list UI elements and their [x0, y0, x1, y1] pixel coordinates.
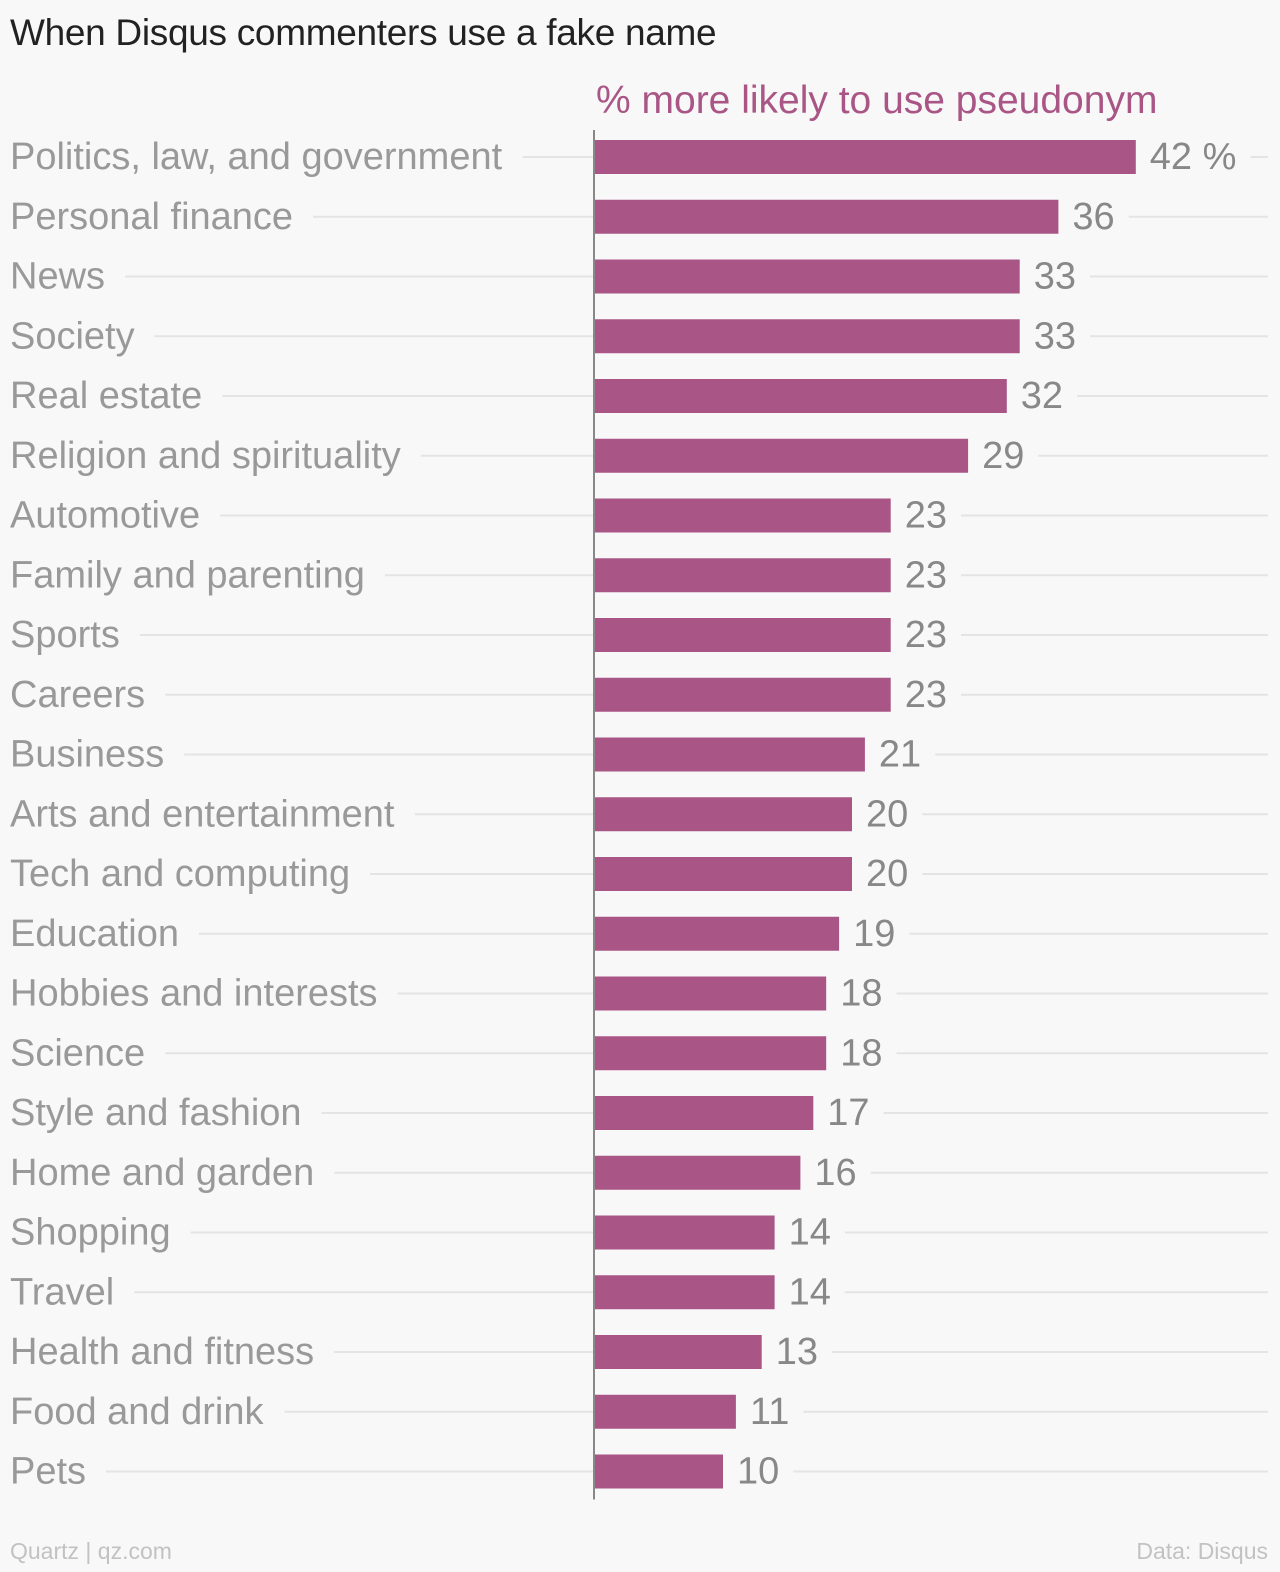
bar — [594, 1454, 723, 1489]
bar — [594, 916, 840, 951]
bar — [594, 319, 1020, 354]
category-label: Society — [10, 315, 135, 357]
bar — [594, 438, 969, 473]
footer-source-left: Quartz | qz.com — [10, 1538, 172, 1564]
category-label: Home and garden — [10, 1152, 314, 1194]
bar — [594, 498, 891, 533]
value-label: 23 — [905, 554, 947, 596]
bar — [594, 976, 827, 1011]
value-label: 23 — [905, 674, 947, 716]
category-label: Science — [10, 1032, 145, 1074]
category-label: Sports — [10, 614, 120, 656]
bar — [594, 259, 1020, 294]
bar — [594, 1275, 775, 1310]
category-label: Travel — [10, 1271, 114, 1313]
category-label: Real estate — [10, 375, 202, 417]
category-label: Arts and entertainment — [10, 793, 395, 835]
category-label: Business — [10, 734, 164, 776]
bar — [594, 140, 1136, 174]
bar-chart: Politics, law, and government Personal fi… — [10, 79, 1268, 1500]
bar — [594, 618, 891, 652]
category-label: Education — [10, 913, 179, 955]
category-label: Style and fashion — [10, 1092, 302, 1134]
bar — [594, 199, 1059, 234]
bar — [594, 737, 865, 772]
value-label: 42 % — [1150, 136, 1237, 178]
gridlines — [106, 156, 1268, 1473]
value-label: 18 — [840, 1032, 882, 1074]
bar — [594, 1215, 775, 1250]
category-label: Careers — [10, 674, 145, 716]
category-label: News — [10, 256, 105, 298]
category-label: Pets — [10, 1451, 86, 1493]
bar — [594, 1036, 827, 1071]
bar — [594, 1155, 801, 1190]
category-label: Religion and spirituality — [10, 435, 401, 477]
category-labels: Politics, law, and government Personal fi… — [10, 136, 503, 1493]
category-label: Personal finance — [10, 196, 293, 238]
value-label: 33 — [1034, 315, 1076, 357]
chart-title: When Disqus commenters use a fake name — [10, 12, 717, 53]
value-label: 29 — [982, 435, 1024, 477]
category-label: Automotive — [10, 495, 200, 537]
value-label: 14 — [789, 1271, 831, 1313]
bar — [594, 379, 1007, 413]
value-label: 11 — [750, 1391, 789, 1433]
value-label: 19 — [853, 913, 895, 955]
value-label: 23 — [905, 495, 947, 537]
value-label: 10 — [737, 1451, 779, 1493]
bar — [594, 558, 891, 593]
value-label: 18 — [840, 973, 882, 1015]
category-label: Family and parenting — [10, 554, 365, 596]
value-label: 17 — [827, 1092, 869, 1134]
bar — [594, 1394, 736, 1429]
bar — [594, 797, 852, 832]
value-label: 23 — [905, 614, 947, 656]
bar — [594, 677, 891, 712]
category-label: Shopping — [10, 1212, 171, 1254]
value-label: 13 — [776, 1331, 818, 1373]
footer-source-right: Data: Disqus — [1136, 1538, 1268, 1564]
bar — [594, 1096, 814, 1130]
category-label: Health and fitness — [10, 1331, 314, 1373]
category-label: Hobbies and interests — [10, 973, 378, 1015]
bars — [594, 140, 1136, 1489]
value-label: 20 — [866, 793, 908, 835]
bar — [594, 1335, 762, 1369]
value-label: 36 — [1072, 196, 1114, 238]
category-label: Tech and computing — [10, 853, 350, 895]
value-label: 20 — [866, 853, 908, 895]
value-labels: 42 % 36 33 33 32 29 23 23 23 23 21 20 20 19 18 18 17 16 14… — [737, 136, 1236, 1493]
value-label: 16 — [814, 1152, 856, 1194]
value-label: 14 — [789, 1212, 831, 1254]
series-label: % more likely to use pseudonym — [596, 79, 1157, 122]
value-label: 21 — [879, 734, 921, 776]
category-label: Food and drink — [10, 1391, 264, 1433]
category-label: Politics, law, and government — [10, 136, 503, 178]
value-label: 33 — [1034, 256, 1076, 298]
value-label: 32 — [1021, 375, 1063, 417]
bar — [594, 857, 852, 891]
